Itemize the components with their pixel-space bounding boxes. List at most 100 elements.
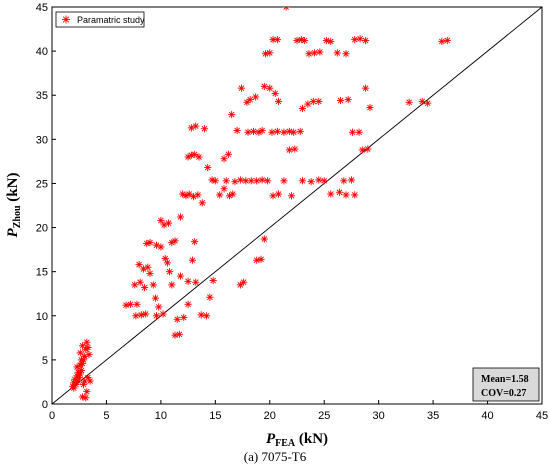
data-point bbox=[216, 191, 224, 199]
data-point bbox=[310, 49, 319, 57]
y-tick-label: 25 bbox=[36, 178, 48, 190]
data-point bbox=[291, 145, 299, 153]
data-point bbox=[151, 294, 160, 302]
data-point bbox=[344, 96, 352, 104]
y-tick-label: 30 bbox=[36, 134, 48, 146]
legend-label: Paramatric study bbox=[77, 15, 145, 25]
data-point bbox=[73, 372, 81, 380]
data-point bbox=[335, 188, 344, 196]
data-point bbox=[166, 268, 174, 276]
data-point bbox=[269, 192, 277, 200]
data-point bbox=[77, 356, 85, 364]
data-point bbox=[260, 82, 268, 90]
data-point bbox=[204, 163, 212, 172]
y-axis-title-main: P bbox=[5, 227, 21, 237]
data-point bbox=[351, 191, 359, 199]
data-point bbox=[424, 99, 432, 107]
data-point bbox=[222, 177, 230, 185]
data-point bbox=[171, 331, 179, 339]
data-point bbox=[168, 281, 176, 289]
data-point bbox=[211, 177, 219, 185]
data-point bbox=[340, 177, 348, 185]
y-axis-title: PZhou (kN) bbox=[5, 173, 23, 238]
data-point bbox=[184, 300, 192, 308]
data-point bbox=[78, 393, 87, 401]
x-axis-title: PFEA (kN) bbox=[266, 431, 328, 448]
legend-marker bbox=[62, 15, 70, 24]
data-point bbox=[155, 303, 163, 311]
y-tick-label: 0 bbox=[42, 399, 48, 411]
data-point bbox=[231, 178, 239, 186]
data-point bbox=[315, 97, 323, 105]
data-point bbox=[82, 394, 90, 402]
data-point bbox=[237, 84, 246, 92]
figure-caption: (a) 7075-T6 bbox=[243, 449, 307, 464]
data-point bbox=[233, 126, 241, 135]
data-point bbox=[200, 125, 209, 133]
data-point bbox=[322, 36, 330, 45]
data-point bbox=[247, 177, 255, 185]
data-point bbox=[144, 263, 152, 271]
data-point bbox=[253, 256, 261, 264]
data-point bbox=[351, 36, 359, 44]
data-point bbox=[176, 272, 185, 280]
data-point bbox=[171, 237, 179, 245]
data-point bbox=[220, 185, 228, 193]
x-tick-label: 30 bbox=[373, 410, 385, 422]
data-point bbox=[86, 377, 94, 385]
data-point bbox=[173, 315, 181, 323]
data-point bbox=[146, 238, 154, 247]
data-point bbox=[126, 300, 134, 308]
x-tick-label: 10 bbox=[155, 410, 167, 422]
data-point bbox=[191, 150, 199, 158]
data-point bbox=[83, 338, 91, 346]
data-point bbox=[197, 311, 205, 319]
data-point bbox=[315, 176, 323, 184]
data-point bbox=[443, 36, 451, 45]
data-point bbox=[152, 312, 161, 320]
stats-box-frame bbox=[472, 367, 540, 402]
data-point bbox=[163, 259, 172, 267]
legend: Paramatric study bbox=[55, 11, 145, 28]
data-point bbox=[131, 281, 139, 289]
data-point bbox=[203, 312, 211, 320]
data-point bbox=[285, 146, 293, 154]
data-point bbox=[333, 49, 341, 57]
data-point bbox=[191, 238, 199, 246]
data-point bbox=[157, 216, 165, 225]
data-point bbox=[220, 155, 228, 163]
data-point bbox=[246, 96, 254, 104]
x-tick-label: 0 bbox=[49, 410, 55, 422]
data-point bbox=[137, 311, 145, 319]
data-point bbox=[280, 128, 288, 136]
y-tick-label: 20 bbox=[36, 223, 48, 235]
data-point bbox=[347, 176, 356, 184]
data-point bbox=[195, 153, 203, 161]
y-tick-label: 45 bbox=[36, 2, 48, 14]
data-point bbox=[184, 277, 192, 285]
data-point bbox=[257, 255, 265, 263]
data-point bbox=[176, 213, 185, 221]
data-point bbox=[316, 48, 324, 56]
data-point bbox=[327, 190, 335, 198]
data-point bbox=[362, 84, 370, 92]
x-tick-label: 20 bbox=[264, 410, 276, 422]
data-point bbox=[135, 261, 143, 269]
data-point bbox=[336, 96, 345, 105]
data-point bbox=[252, 93, 260, 101]
data-point bbox=[192, 122, 200, 130]
data-point bbox=[266, 84, 274, 92]
data-point bbox=[76, 361, 84, 369]
x-tick-label: 45 bbox=[536, 410, 548, 422]
data-point bbox=[76, 349, 84, 357]
data-point bbox=[188, 256, 197, 264]
data-point bbox=[224, 150, 232, 158]
y-tick-label: 15 bbox=[36, 267, 48, 279]
data-point bbox=[159, 310, 167, 318]
x-tick-label: 5 bbox=[103, 410, 109, 422]
data-point bbox=[327, 37, 335, 46]
data-point bbox=[228, 111, 236, 119]
data-point bbox=[296, 127, 304, 135]
data-point bbox=[298, 177, 307, 185]
x-tick-label: 15 bbox=[209, 410, 221, 422]
